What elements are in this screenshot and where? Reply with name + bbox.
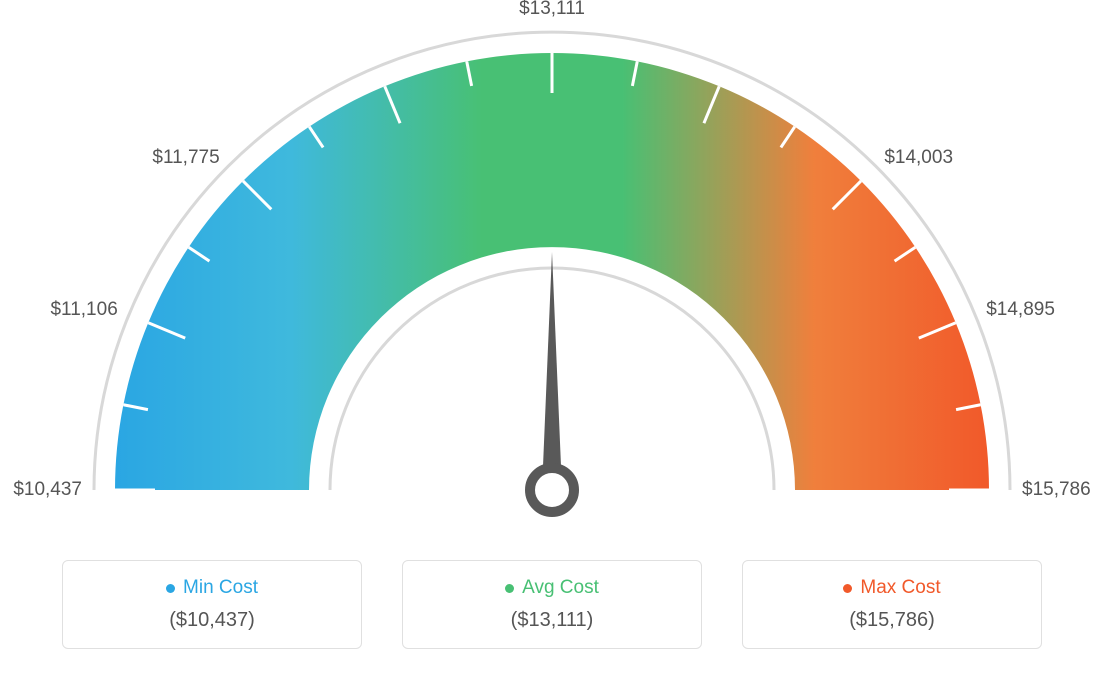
legend-value-max: ($15,786) [753,609,1031,632]
gauge-tick-label: $13,111 [519,0,585,20]
legend-label: Avg Cost [522,577,599,599]
dot-icon [505,584,514,593]
gauge-tick-label: $14,003 [884,147,953,169]
legend-row: Min Cost ($10,437) Avg Cost ($13,111) Ma… [20,560,1084,649]
legend-card-avg: Avg Cost ($13,111) [402,560,702,649]
legend-title-min: Min Cost [73,577,351,599]
legend-title-max: Max Cost [753,577,1031,599]
gauge-tick-label: $11,106 [50,299,117,321]
gauge-chart: $10,437$11,106$11,775$13,111$14,003$14,8… [20,20,1084,540]
dot-icon [166,584,175,593]
legend-value-avg: ($13,111) [413,609,691,632]
legend-card-min: Min Cost ($10,437) [62,560,362,649]
legend-label: Max Cost [860,577,940,599]
legend-card-max: Max Cost ($15,786) [742,560,1042,649]
gauge-tick-label: $14,895 [986,299,1055,321]
gauge-tick-label: $11,775 [152,147,219,169]
gauge-tick-label: $15,786 [1022,479,1091,501]
gauge-svg [20,20,1084,540]
gauge-tick-label: $10,437 [13,479,82,501]
legend-label: Min Cost [183,577,258,599]
legend-title-avg: Avg Cost [413,577,691,599]
legend-value-min: ($10,437) [73,609,351,632]
dot-icon [843,584,852,593]
